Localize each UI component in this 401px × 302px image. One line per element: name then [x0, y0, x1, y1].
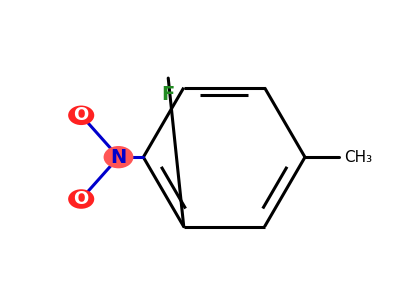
- Text: N: N: [110, 148, 127, 167]
- Circle shape: [68, 105, 94, 125]
- Text: F: F: [162, 85, 175, 104]
- Text: CH₃: CH₃: [344, 150, 372, 165]
- Text: O: O: [73, 106, 89, 124]
- Text: O: O: [73, 190, 89, 208]
- Circle shape: [103, 146, 134, 168]
- Circle shape: [68, 189, 94, 209]
